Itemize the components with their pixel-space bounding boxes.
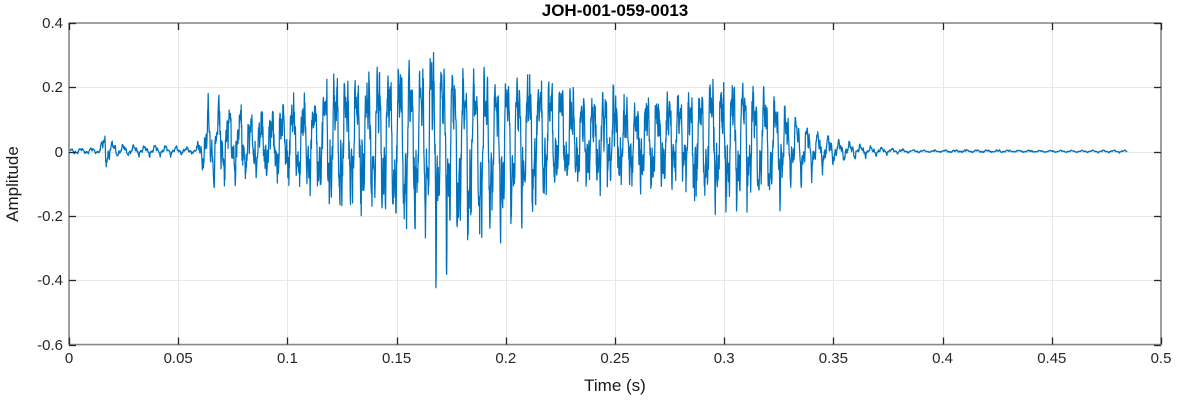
x-tick-label: 0.15: [381, 350, 412, 367]
y-tick-label: -0.6: [37, 336, 63, 354]
x-tick-label: 0.35: [818, 350, 848, 367]
x-tick-label: 0.2: [495, 350, 517, 367]
x-tick-label: 0.5: [1150, 350, 1172, 367]
y-tick-label: 0: [54, 143, 63, 161]
x-tick-label: 0.1: [276, 350, 298, 367]
y-tick-label: 0.2: [42, 79, 63, 97]
x-axis-label: Time (s): [584, 376, 646, 395]
x-tick-label: 0.3: [713, 350, 735, 367]
x-tick-label: 0: [64, 350, 74, 367]
y-tick-label: 0.4: [42, 15, 63, 32]
y-tick-label: -0.2: [37, 207, 63, 225]
x-tick-label: 0.45: [1037, 350, 1067, 367]
x-tick-label: 0.4: [932, 350, 954, 367]
chart-title: JOH-001-059-0013: [541, 1, 689, 20]
y-axis-label: Amplitude: [3, 146, 22, 222]
y-tick-label: -0.4: [37, 272, 63, 290]
x-tick-label: 0.25: [600, 350, 630, 367]
x-tick-label: 0.05: [163, 350, 193, 367]
